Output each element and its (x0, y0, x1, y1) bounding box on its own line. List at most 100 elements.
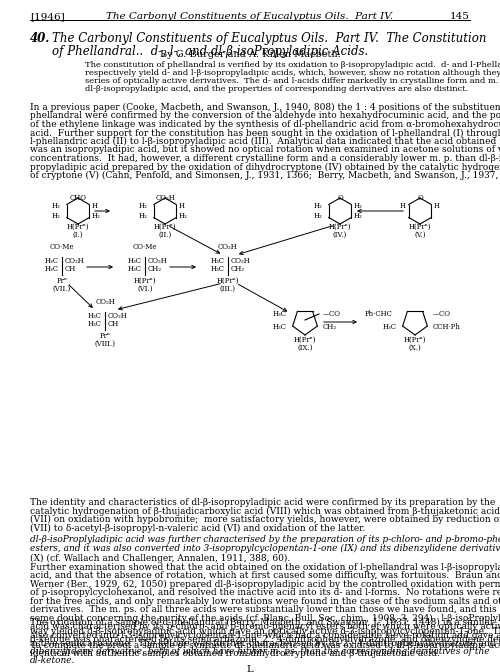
Text: H₃C: H₃C (88, 312, 102, 320)
Text: H: H (400, 202, 406, 210)
Text: H: H (434, 202, 440, 210)
Text: By G. Burger and A. Killen Macbeth.: By G. Burger and A. Killen Macbeth. (160, 50, 340, 59)
Text: L: L (246, 665, 254, 672)
Text: acid.  Further support for the constitution has been sought in the oxidation of : acid. Further support for the constituti… (30, 128, 500, 138)
Text: H₃C: H₃C (128, 265, 142, 273)
Text: CH₂: CH₂ (323, 323, 337, 331)
Text: The identity and characteristics of dl-β-isopropyladipic acid were confirmed by : The identity and characteristics of dl-β… (30, 498, 495, 507)
Text: (IV.): (IV.) (333, 231, 347, 239)
Text: (VII) to δ-acetyl-β-isopropyl-n-valeric acid (VI) and oxidation of the latter.: (VII) to δ-acetyl-β-isopropyl-n-valeric … (30, 523, 366, 533)
Text: (IX.): (IX.) (297, 344, 313, 352)
Text: Werner (Ber., 1929, 62, 1050) prepared dl-β-isopropyladipic acid by the controll: Werner (Ber., 1929, 62, 1050) prepared d… (30, 579, 500, 589)
Text: some doubt concerning the purity of the acids (cf. Blanc, Bull. Soc. chim., 1908: some doubt concerning the purity of the … (30, 614, 500, 623)
Text: of the ethylene linkage was indicated by the synthesis of dl-phellandric acid fr: of the ethylene linkage was indicated by… (30, 120, 500, 129)
Text: CO₂H: CO₂H (65, 257, 85, 265)
Text: respectively yield d- and l-β-isopropyladipic acids, which, however, show no rot: respectively yield d- and l-β-isopropyla… (85, 69, 500, 77)
Text: for the free acids, and only remarkably low rotations were found in the case of : for the free acids, and only remarkably … (30, 597, 500, 605)
Text: identical with authentic samples obtained from dihydrocryptone and β-thujaketoni: identical with authentic samples obtaine… (30, 650, 440, 659)
Text: Prⁿ: Prⁿ (100, 332, 110, 340)
Text: H₃C: H₃C (211, 265, 225, 273)
Text: (VII.): (VII.) (53, 285, 71, 293)
Text: CCH·Ph: CCH·Ph (433, 323, 461, 331)
Text: series of optically active derivatives.  The d- and l-acids differ markedly in c: series of optically active derivatives. … (85, 77, 500, 85)
Text: propyladipic acid prepared by the oxidation of dihydrocryptone (IV) obtained by : propyladipic acid prepared by the oxidat… (30, 163, 500, 171)
Text: dl-ketone.: dl-ketone. (30, 656, 76, 665)
Text: H₂: H₂ (313, 202, 322, 210)
Text: way yielded d-β-isopropyladipic acid which gave an optically active d-3-isopropy: way yielded d-β-isopropyladipic acid whi… (30, 626, 500, 636)
Text: H₃C: H₃C (273, 323, 287, 331)
Text: of Phellandral..  d-, l-, and dl-β-isoPropyladipic Acids.: of Phellandral.. d-, l-, and dl-β-isoPro… (52, 45, 368, 58)
Text: H: H (92, 202, 98, 210)
Text: (V.): (V.) (414, 231, 426, 239)
Text: H₂: H₂ (313, 212, 322, 220)
Text: phellandral were confirmed by the conversion of the aldehyde into hexahydrocumin: phellandral were confirmed by the conver… (30, 112, 500, 120)
Text: H₂: H₂ (138, 202, 147, 210)
Text: H(Prⁿ): H(Prⁿ) (329, 223, 351, 231)
Text: To complete the proof a sample of synthetic dl-phellandric acid was oxidised to : To complete the proof a sample of synthe… (30, 641, 500, 650)
Text: (X) (cf. Wallach and Challenger, Annalen, 1911, 388, 60).: (X) (cf. Wallach and Challenger, Annalen… (30, 554, 290, 563)
Text: H₂: H₂ (179, 212, 188, 220)
Text: Prⁿ: Prⁿ (56, 277, 68, 285)
Text: H₃C: H₃C (383, 323, 397, 331)
Text: 145: 145 (450, 12, 470, 21)
Text: The oxidation of a sample of d-phellandral (Berry, Macbeth, and Swanson, J., 193: The oxidation of a sample of d-phellandr… (30, 618, 494, 627)
Text: (III.): (III.) (220, 285, 236, 293)
Text: H₃C: H₃C (45, 265, 59, 273)
Text: CO₂H: CO₂H (155, 194, 175, 202)
Text: acid, and that the absence of rotation, which at first caused some difficulty, w: acid, and that the absence of rotation, … (30, 571, 500, 580)
Text: The Carbonyl Constituents of Eucalyptus Oils.  Part IV.  The Constitution: The Carbonyl Constituents of Eucalyptus … (52, 32, 486, 45)
Text: also converted into l-3-isopropylcyclopentan-1-one which had a considerable laev: also converted into l-3-isopropylcyclope… (30, 630, 500, 640)
Text: esters, and it was also converted into 3-isopropylcyclopentan-1-one (IX) and its: esters, and it was also converted into 3… (30, 544, 500, 552)
Text: derivatives.  The m. ps. of all three acids were substantially lower than those : derivatives. The m. ps. of all three aci… (30, 605, 500, 614)
Text: CO·Me: CO·Me (133, 243, 157, 251)
Text: H(Prⁿ): H(Prⁿ) (217, 277, 240, 285)
Text: Ph·CHC: Ph·CHC (365, 310, 393, 318)
Text: CO₂H: CO₂H (95, 298, 115, 306)
Text: d-ketone was characterised by its semicarbazone, 2 : 4-dinitrophenylhydrazone, a: d-ketone was characterised by its semica… (30, 635, 500, 644)
Text: CO₂H: CO₂H (218, 243, 238, 251)
Text: H₂: H₂ (354, 212, 363, 220)
Text: CHO: CHO (70, 194, 86, 202)
Text: H(Prⁿ): H(Prⁿ) (404, 336, 426, 344)
Text: H₃C: H₃C (128, 257, 142, 265)
Text: H₃C: H₃C (88, 320, 102, 328)
Text: CO₂H: CO₂H (231, 257, 251, 265)
Text: was an isopropyladipic acid, but it showed no optical rotation when examined in : was an isopropyladipic acid, but it show… (30, 146, 500, 155)
Text: H(Prⁿ): H(Prⁿ) (67, 223, 89, 231)
Text: CO₂H: CO₂H (108, 312, 128, 320)
Text: of cryptone (V) (Cahn, Penfold, and Simonsen, J., 1931, 1366;  Berry, Macbeth, a: of cryptone (V) (Cahn, Penfold, and Simo… (30, 171, 500, 180)
Text: active semicarbazone.  The ketone was further characterised by its 2 : 4-dinitro: active semicarbazone. The ketone was fur… (30, 639, 500, 648)
Text: H(Prⁿ): H(Prⁿ) (154, 223, 176, 231)
Text: H: H (179, 202, 185, 210)
Text: (X.): (X.) (408, 344, 422, 352)
Text: CH₂: CH₂ (148, 265, 162, 273)
Text: (VI.): (VI.) (137, 285, 153, 293)
Text: dibenzylidene derivative, both of which have higher m. ps. than the correspondin: dibenzylidene derivative, both of which … (30, 648, 490, 657)
Text: The constitution of phellandral is verified by its oxidation to β-isopropyladipi: The constitution of phellandral is verif… (85, 61, 500, 69)
Text: dl-β-isoProplyladipic acid was further characterised by the preparation of its p: dl-β-isoProplyladipic acid was further c… (30, 535, 500, 544)
Text: O: O (417, 194, 423, 202)
Text: (VII) on oxidation with hypobromite;  more satisfactory yields, however, were ob: (VII) on oxidation with hypobromite; mor… (30, 515, 500, 524)
Text: 40.: 40. (30, 32, 50, 45)
Text: dl-β-isopropyladipic acid, and the properties of corresponding derivatives are a: dl-β-isopropyladipic acid, and the prope… (85, 85, 468, 93)
Text: H(Prⁿ): H(Prⁿ) (409, 223, 431, 231)
Text: Further examination showed that the acid obtained on the oxidation of l-phelland: Further examination showed that the acid… (30, 562, 500, 571)
Text: [1946]: [1946] (30, 12, 65, 21)
Text: The Carbonyl Constituents of Eucalyptus Oils.  Part IV.: The Carbonyl Constituents of Eucalyptus … (106, 12, 394, 21)
Text: H₃C: H₃C (211, 257, 225, 265)
Text: H₃C: H₃C (45, 257, 59, 265)
Text: of p-isopropylcyclohexanol, and resolved the inactive acid into its d- and l-for: of p-isopropylcyclohexanol, and resolved… (30, 588, 500, 597)
Text: concentrations.  It had, however, a different crystalline form and a considerabl: concentrations. It had, however, a diffe… (30, 154, 500, 163)
Text: (VIII.): (VIII.) (94, 340, 116, 348)
Text: CO·Me: CO·Me (50, 243, 74, 251)
Text: catalytic hydrogenation of β-thujadicarboxylic acid (VIII) which was obtained fr: catalytic hydrogenation of β-thujadicarb… (30, 507, 500, 515)
Text: (I.): (I.) (73, 231, 83, 239)
Text: H(Prⁿ): H(Prⁿ) (294, 336, 316, 344)
Text: H₂: H₂ (138, 212, 147, 220)
Text: H₂: H₂ (354, 202, 363, 210)
Text: acid was characterised by its p-chloro- and p-bromo-phenacyl esters both of whic: acid was characterised by its p-chloro- … (30, 622, 500, 631)
Text: H(Prⁿ): H(Prⁿ) (134, 277, 156, 285)
Text: In a previous paper (Cooke, Macbeth, and Swanson, J., 1940, 808) the 1 : 4 posit: In a previous paper (Cooke, Macbeth, and… (30, 103, 500, 112)
Text: —CO: —CO (323, 310, 341, 318)
Text: CH₂: CH₂ (231, 265, 245, 273)
